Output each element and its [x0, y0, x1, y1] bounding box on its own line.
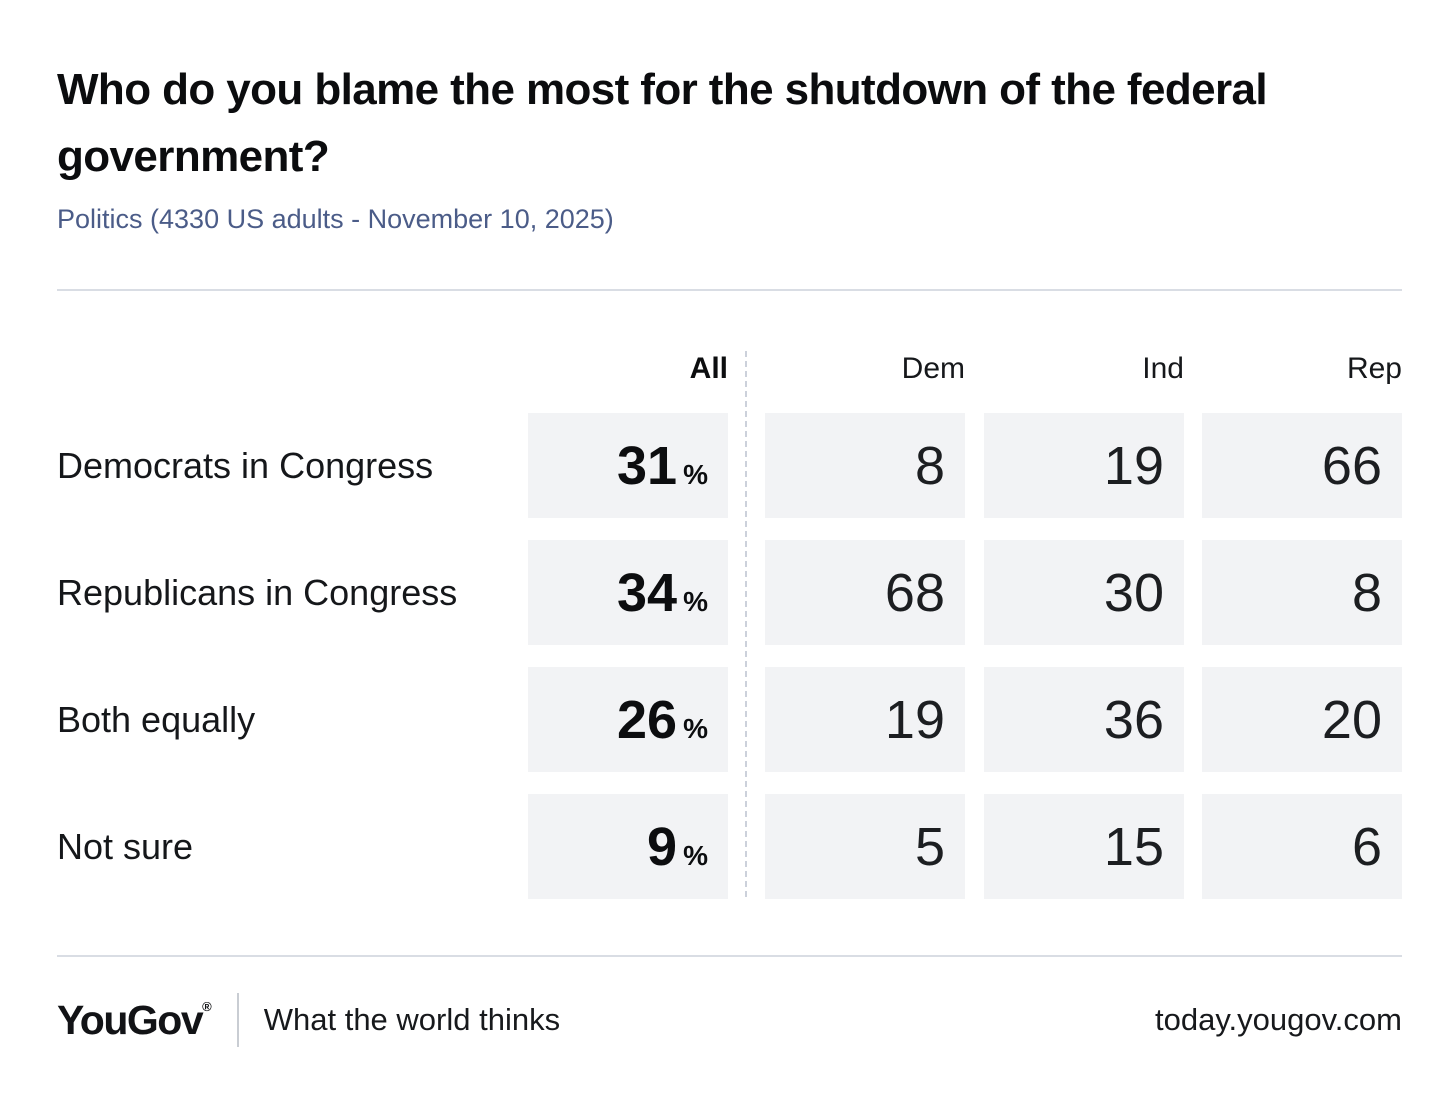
row-label: Both equally	[57, 698, 256, 740]
footer-divider	[236, 993, 239, 1047]
cell-rep: 8	[1202, 540, 1402, 645]
cell-dem: 19	[765, 667, 965, 772]
percent-sign: %	[683, 585, 708, 617]
percent-sign: %	[683, 458, 708, 490]
cell-all: 31%	[528, 413, 728, 518]
table-header-row: All Dem Ind Rep	[57, 351, 1402, 387]
poll-subtitle: Politics (4330 US adults - November 10, …	[57, 204, 614, 234]
all-value: 9	[647, 816, 678, 877]
cell-ind: 36	[984, 667, 1184, 772]
registered-trademark: ®	[202, 998, 212, 1014]
row-label: Democrats in Congress	[57, 444, 434, 486]
footer: YouGov® What the world thinks today.youg…	[57, 993, 1402, 1047]
cell-rep: 66	[1202, 413, 1402, 518]
cell-all: 34%	[528, 540, 728, 645]
column-header-ind: Ind	[1142, 352, 1184, 385]
yougov-logo-text: YouGov	[57, 996, 204, 1043]
cell-ind: 30	[984, 540, 1184, 645]
cell-dem: 8	[765, 413, 965, 518]
column-header-rep: Rep	[1346, 352, 1402, 385]
footer-tagline: What the world thinks	[263, 1002, 561, 1037]
column-header-all: All	[689, 352, 728, 385]
all-vs-breakdown-separator	[745, 351, 747, 897]
cell-ind: 15	[984, 794, 1184, 899]
all-value: 26	[617, 689, 678, 750]
all-value: 31	[617, 435, 678, 496]
yougov-logo: YouGov®	[57, 997, 212, 1044]
all-value: 34	[617, 562, 678, 623]
footer-url: today.yougov.com	[1155, 1002, 1402, 1037]
cell-ind: 19	[984, 413, 1184, 518]
column-header-dem: Dem	[901, 352, 965, 385]
cell-all: 26%	[528, 667, 728, 772]
cell-dem: 5	[765, 794, 965, 899]
top-divider	[57, 289, 1402, 291]
cell-all: 9%	[528, 794, 728, 899]
percent-sign: %	[683, 712, 708, 744]
row-label: Republicans in Congress	[57, 571, 458, 613]
row-label: Not sure	[57, 825, 194, 867]
results-table: All Dem Ind Rep Democrats in Congress 31…	[57, 351, 1402, 899]
table-body: Democrats in Congress 31% 8 19 66 Republ…	[57, 413, 1402, 899]
page-title: Who do you blame the most for the shutdo…	[57, 65, 1268, 181]
cell-rep: 6	[1202, 794, 1402, 899]
percent-sign: %	[683, 839, 708, 871]
cell-dem: 68	[765, 540, 965, 645]
bottom-divider	[57, 955, 1402, 957]
cell-rep: 20	[1202, 667, 1402, 772]
